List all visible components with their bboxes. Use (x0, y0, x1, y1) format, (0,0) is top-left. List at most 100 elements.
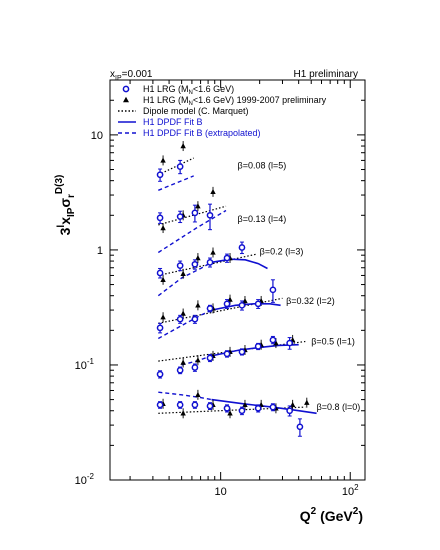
triangle-point (160, 157, 166, 163)
circle-point (206, 211, 214, 219)
group-label: β=0.08 (l=5) (238, 161, 287, 171)
circle-point (238, 407, 246, 415)
circle-point (269, 336, 277, 344)
x-tick-label: 102 (342, 483, 359, 498)
dipole-curve (158, 157, 194, 176)
circle-point (176, 401, 184, 409)
legend-entry: H1 LRG (MN<1.6 GeV) 1999-2007 preliminar… (143, 95, 327, 107)
group-label: β=0.5 (l=1) (311, 336, 355, 346)
triangle-point (304, 399, 310, 405)
circle-point (223, 404, 231, 412)
group-labels: β=0.08 (l=5) β=0.13 (l=4) β=0.2 (l=3) β=0.3… (238, 161, 361, 412)
legend-marker-triangle (123, 96, 129, 103)
curves (157, 157, 317, 415)
triangle-point (227, 296, 233, 302)
circle-point (191, 364, 199, 371)
x-axis-label: Q2 (GeV2) (300, 506, 363, 524)
dipole-curve (158, 205, 227, 226)
y-axis-label: 3lxIPσrD(3) (54, 175, 77, 236)
circle-point (206, 354, 214, 362)
circle-point (176, 366, 184, 374)
circle-point (286, 339, 294, 347)
legend-marker-circle (122, 85, 130, 93)
header-left-sub: IP (115, 75, 122, 82)
data-points (156, 141, 310, 437)
triangle-point (195, 302, 201, 308)
circle-point (156, 171, 164, 179)
y-tick-label: 10-1 (75, 357, 95, 372)
legend-entry: Dipole model (C. Marquet) (143, 106, 249, 116)
group-label: β=0.8 (l=0) (317, 402, 361, 412)
circle-point (223, 300, 231, 308)
plot-frame (109, 79, 366, 481)
triangle-point (210, 188, 216, 195)
legend-entry: H1 LRG (MN<1.6 GeV) (143, 84, 234, 96)
fit-b-extrapolated-curve (157, 209, 227, 254)
circle-point (238, 244, 246, 251)
legend: H1 LRG (MN<1.6 GeV)H1 LRG (MN<1.6 GeV) 1… (118, 84, 327, 138)
circle-point (176, 315, 184, 323)
circle-point (223, 254, 231, 262)
triangle-point (160, 276, 166, 282)
y-tick-label: 10 (91, 130, 103, 142)
triangle-point (160, 314, 166, 320)
circle-point (156, 214, 164, 222)
x-tick-label: 10 (215, 486, 227, 498)
legend-entry: H1 DPDF Fit B (143, 117, 203, 127)
circle-point (254, 343, 262, 350)
triangle-point (180, 143, 186, 149)
triangle-point (195, 255, 201, 261)
circle-point (296, 423, 304, 431)
header-right: H1 preliminary (294, 69, 358, 80)
y-tick-label: 1 (97, 245, 103, 257)
group-label: β=0.13 (l=4) (238, 214, 287, 224)
circle-point (191, 401, 199, 409)
triangle-point (180, 359, 186, 365)
circle-point (206, 402, 214, 410)
group-label: β=0.2 (l=3) (260, 246, 304, 256)
circle-point (206, 305, 214, 312)
circle-point (191, 260, 199, 268)
group-label: β=0.32 (l=2) (286, 296, 335, 306)
circle-point (254, 300, 262, 308)
circle-point (223, 350, 231, 358)
fit-b-extrapolated-curve (157, 309, 212, 340)
circle-point (176, 213, 184, 220)
fit-b-extrapolated-curve (158, 175, 194, 191)
circle-point (191, 209, 199, 217)
triangle-point (160, 225, 166, 231)
axes: 10 102 10-2 10-1 1 10 (75, 79, 365, 498)
fit-b-extrapolated-curve (157, 261, 212, 297)
circle-point (206, 258, 214, 266)
circle-point (286, 407, 294, 415)
circle-point (269, 286, 277, 294)
triangle-point (242, 297, 248, 304)
triangle-point (195, 203, 201, 209)
triangle-point (227, 410, 233, 416)
triangle-point (210, 249, 216, 255)
triangle-point (180, 270, 186, 277)
triangle-point (180, 410, 186, 416)
circle-point (238, 301, 246, 309)
triangle-point (242, 401, 248, 408)
y-tick-label: 10-2 (75, 472, 95, 487)
circle-point (176, 163, 184, 170)
circle-point (269, 403, 277, 411)
circle-point (156, 370, 164, 378)
circle-point (156, 401, 164, 409)
circle-point (191, 315, 199, 323)
circle-point (176, 262, 184, 269)
header-left: xIP=0.001 (110, 69, 153, 82)
legend-entry: H1 DPDF Fit B (extrapolated) (143, 128, 261, 138)
triangle-point (195, 391, 201, 398)
triangle-point (195, 357, 201, 363)
circle-point (156, 324, 164, 332)
fit-b-curve (211, 258, 268, 270)
circle-point (254, 404, 262, 412)
header-left-value: =0.001 (122, 69, 153, 80)
fit-b-curve (211, 302, 281, 311)
circle-point (238, 348, 246, 356)
triangle-point (180, 310, 186, 316)
fit-b-extrapolated-curve (158, 391, 212, 401)
